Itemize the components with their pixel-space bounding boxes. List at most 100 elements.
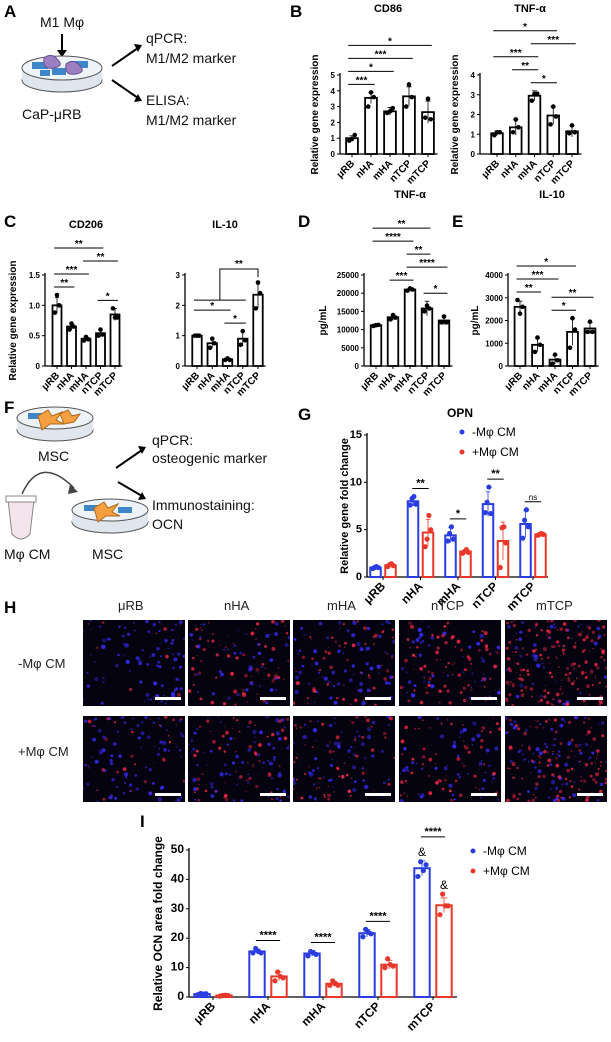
data-point	[196, 333, 202, 338]
chart-title: CD86	[374, 3, 402, 15]
column-title-ntcp: nTCP	[431, 598, 465, 613]
bar-nTCP	[420, 307, 434, 367]
data-point	[388, 317, 393, 322]
bar-mHA	[383, 110, 397, 155]
substrate-label: CaP-μRB	[22, 106, 82, 122]
data-point	[497, 129, 503, 135]
data-point	[67, 327, 72, 332]
data-point	[501, 524, 507, 530]
column-title-urb: μRB	[118, 598, 144, 613]
data-point	[81, 338, 87, 343]
significance-label: ***	[356, 75, 368, 86]
data-point	[521, 517, 528, 523]
legend-marker-plus	[470, 868, 476, 874]
data-point	[110, 306, 116, 311]
bar-μRB	[369, 324, 383, 367]
chart-title: CD206	[69, 219, 103, 231]
data-point	[446, 530, 453, 537]
data-point	[52, 310, 58, 315]
x-tick-label: nHA	[246, 999, 274, 1027]
data-point	[410, 287, 415, 292]
data-point	[441, 314, 447, 319]
x-tick-label: nHA	[398, 579, 426, 607]
data-point	[85, 337, 91, 342]
data-point	[242, 337, 248, 343]
data-point	[313, 951, 319, 957]
panel-label-b: B	[290, 2, 303, 21]
panel-label-d: D	[298, 212, 311, 231]
x-tick-label: nTCP	[351, 999, 383, 1031]
data-point	[486, 484, 492, 490]
significance-label: ***	[396, 271, 408, 282]
y-tick-label: 1000	[485, 339, 503, 348]
significance-label: ****	[419, 258, 435, 269]
y-tick-label: 0	[36, 362, 41, 371]
significance-label: *	[210, 301, 214, 312]
data-point	[567, 345, 573, 351]
data-point	[375, 564, 381, 571]
data-point	[585, 329, 590, 335]
data-point	[439, 320, 444, 325]
chart-c-2: 00.51.01.5μRBnHAmHAnTCPmTCPCD206Relative…	[8, 219, 123, 399]
y-tick-label: 20	[171, 930, 185, 944]
bar-nTCP	[95, 332, 106, 367]
data-point	[54, 292, 60, 298]
data-point	[550, 104, 556, 109]
micrograph-mHA-row1	[293, 620, 395, 706]
significance-label: ****	[369, 910, 387, 922]
data-point	[255, 280, 261, 285]
data-point	[250, 950, 256, 956]
chart-title: OPN	[447, 406, 473, 420]
column-title-nha: nHA	[224, 598, 250, 613]
x-tick-label: mHA	[433, 579, 463, 609]
x-tick-label: μRB	[361, 579, 389, 607]
significance-label: *	[388, 36, 392, 47]
y-tick-label: 3	[471, 91, 476, 100]
bar-mTCP	[437, 319, 451, 367]
significance-label: *	[542, 74, 546, 85]
y-tick-label: 4000	[485, 271, 503, 280]
data-point	[349, 136, 355, 142]
y-tick-label: 2	[331, 118, 336, 127]
data-point	[71, 324, 76, 329]
significance-label: ***	[375, 49, 387, 60]
data-point	[572, 129, 578, 135]
chart-title: IL-10	[539, 189, 565, 201]
legend-label-minus: -Mφ CM	[472, 425, 516, 439]
data-point	[555, 358, 560, 363]
significance-label: *	[456, 508, 461, 520]
y-axis-label: pg/mL	[470, 306, 481, 336]
data-point	[387, 109, 393, 114]
y-tick-label: 1	[176, 332, 181, 341]
panel-label-f: F	[4, 398, 15, 417]
significance-label: **	[491, 468, 500, 480]
data-point	[523, 507, 530, 513]
y-axis-label: Relative gene expression	[310, 54, 321, 174]
column-title-mha: mHA	[327, 598, 356, 613]
data-point	[203, 991, 209, 997]
data-point	[385, 956, 391, 962]
data-point	[534, 91, 540, 97]
data-point	[553, 114, 559, 119]
significance-label: ***	[532, 270, 544, 281]
y-tick-label: 2000	[485, 317, 503, 326]
data-point	[352, 132, 358, 138]
y-tick-label: 1.5	[29, 271, 41, 280]
legend-marker-plus	[459, 449, 465, 455]
data-point	[540, 531, 546, 538]
data-point	[225, 992, 231, 999]
y-tick-label: 3000	[485, 294, 503, 303]
msc-label-2: MSC	[92, 546, 124, 562]
y-tick-label: 0	[331, 150, 336, 159]
bar-mTCP-plus	[435, 904, 453, 998]
bar-nHA-minus	[248, 950, 266, 998]
annotation-mark: &	[440, 878, 448, 892]
data-point	[445, 538, 451, 544]
significance-label: ****	[314, 932, 332, 944]
scale-bar	[365, 697, 391, 700]
data-point	[532, 349, 538, 355]
data-point	[445, 903, 451, 909]
annotation-mark: &	[418, 845, 426, 859]
y-tick-label: 0	[177, 989, 184, 1003]
